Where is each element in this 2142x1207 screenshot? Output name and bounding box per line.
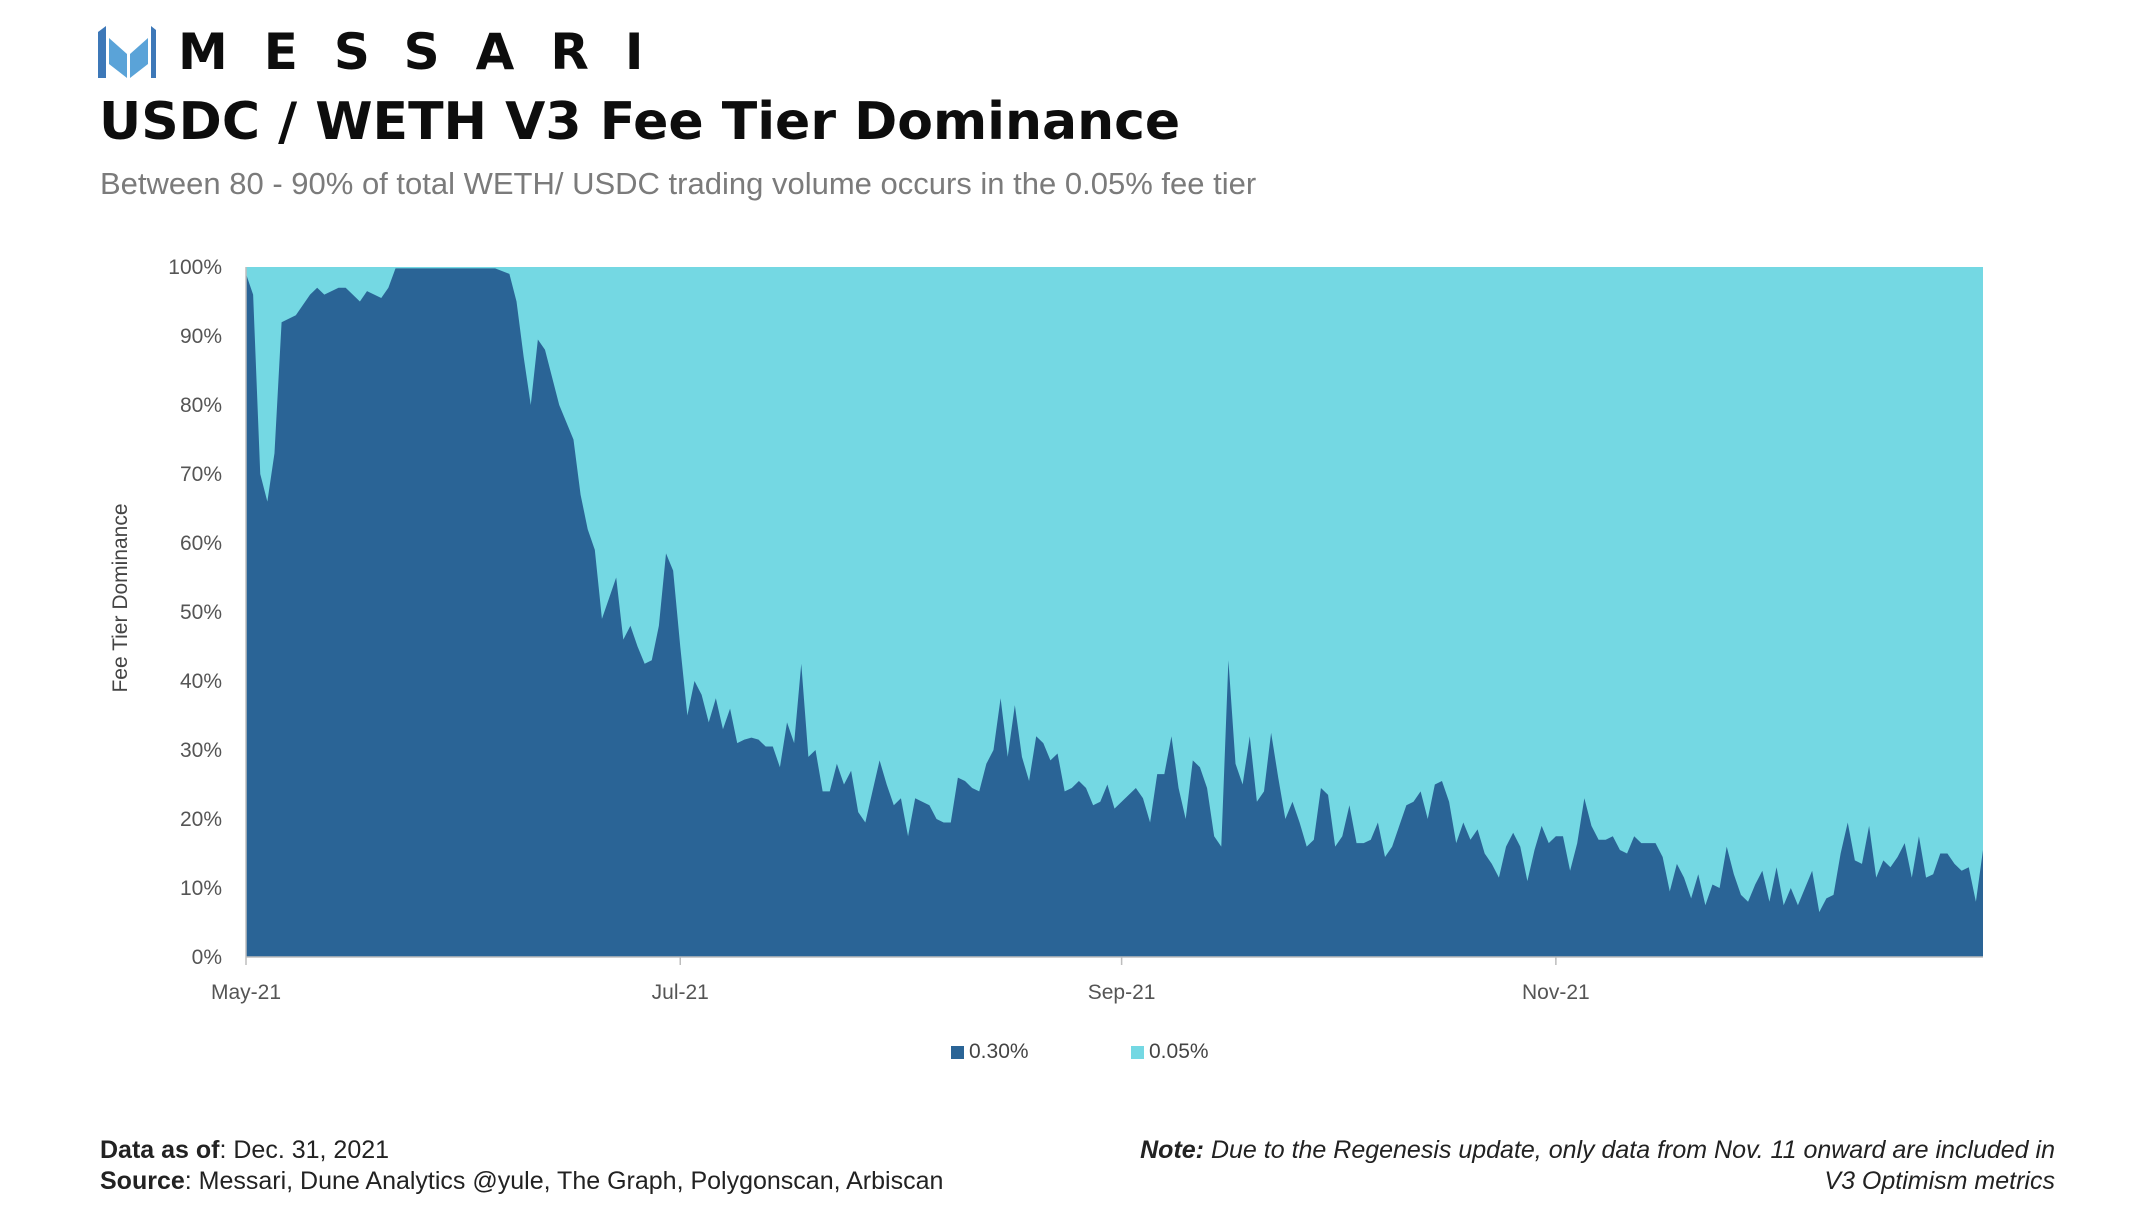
chart-subtitle: Between 80 - 90% of total WETH/ USDC tra… xyxy=(100,166,1257,201)
y-tick-label: 80% xyxy=(180,394,222,417)
source-value: : Messari, Dune Analytics @yule, The Gra… xyxy=(184,1167,944,1195)
y-tick-label: 0% xyxy=(192,946,222,969)
legend: 0.30% 0.05% xyxy=(0,1040,2142,1070)
fee-tier-chart: 0% 10% 20% 30% 40% 50% 60% 70% 80% 90% 100% May-21… xyxy=(109,256,1983,1004)
note-line-2: V3 Optimism metrics xyxy=(1824,1167,2055,1195)
x-tick-label: Nov-21 xyxy=(1522,981,1590,1004)
x-tick-label: May-21 xyxy=(211,981,281,1004)
note-text-1: Due to the Regenesis update, only data f… xyxy=(1204,1136,2055,1164)
y-tick-label: 50% xyxy=(180,601,222,624)
data-as-of-value: : Dec. 31, 2021 xyxy=(219,1136,390,1164)
y-axis-label: Fee Tier Dominance xyxy=(109,503,132,692)
y-tick-label: 90% xyxy=(180,325,222,348)
footer-note: Note: Due to the Regenesis update, only … xyxy=(1055,1135,2055,1197)
y-tick-label: 20% xyxy=(180,808,222,831)
source-label: Source xyxy=(100,1167,185,1195)
y-tick-label: 100% xyxy=(168,256,222,279)
source-line: Source: Messari, Dune Analytics @yule, T… xyxy=(100,1166,943,1197)
brand-name: MESSARI xyxy=(178,23,680,81)
area-series-030 xyxy=(246,268,1983,957)
note-line-1: Note: Due to the Regenesis update, only … xyxy=(1055,1135,2055,1166)
y-axis: 0% 10% 20% 30% 40% 50% 60% 70% 80% 90% 100% xyxy=(168,256,247,969)
y-tick-label: 30% xyxy=(180,739,222,762)
x-axis: May-21 Jul-21 Sep-21 Nov-21 xyxy=(211,956,1983,1004)
y-tick-label: 60% xyxy=(180,532,222,555)
legend-item-030: 0.30% xyxy=(951,1040,1029,1064)
data-as-of: Data as of: Dec. 31, 2021 xyxy=(100,1135,943,1166)
y-tick-label: 70% xyxy=(180,463,222,486)
legend-swatch-030 xyxy=(951,1045,964,1059)
data-as-of-label: Data as of xyxy=(100,1136,220,1164)
legend-label-005: 0.05% xyxy=(1149,1040,1209,1063)
x-tick-label: Sep-21 xyxy=(1088,981,1156,1004)
x-tick-label: Jul-21 xyxy=(652,981,709,1004)
plot-area xyxy=(246,267,1983,957)
legend-swatch-005 xyxy=(1131,1045,1144,1059)
footer-meta: Data as of: Dec. 31, 2021 Source: Messar… xyxy=(100,1135,943,1197)
y-tick-label: 10% xyxy=(180,877,222,900)
messari-logo-icon xyxy=(98,26,156,78)
brand-header: MESSARI xyxy=(98,24,680,80)
chart-title: USDC / WETH V3 Fee Tier Dominance xyxy=(99,92,1181,152)
legend-item-005: 0.05% xyxy=(1131,1040,1209,1064)
note-label: Note: xyxy=(1140,1136,1205,1164)
y-tick-label: 40% xyxy=(180,670,222,693)
legend-label-030: 0.30% xyxy=(969,1040,1029,1063)
